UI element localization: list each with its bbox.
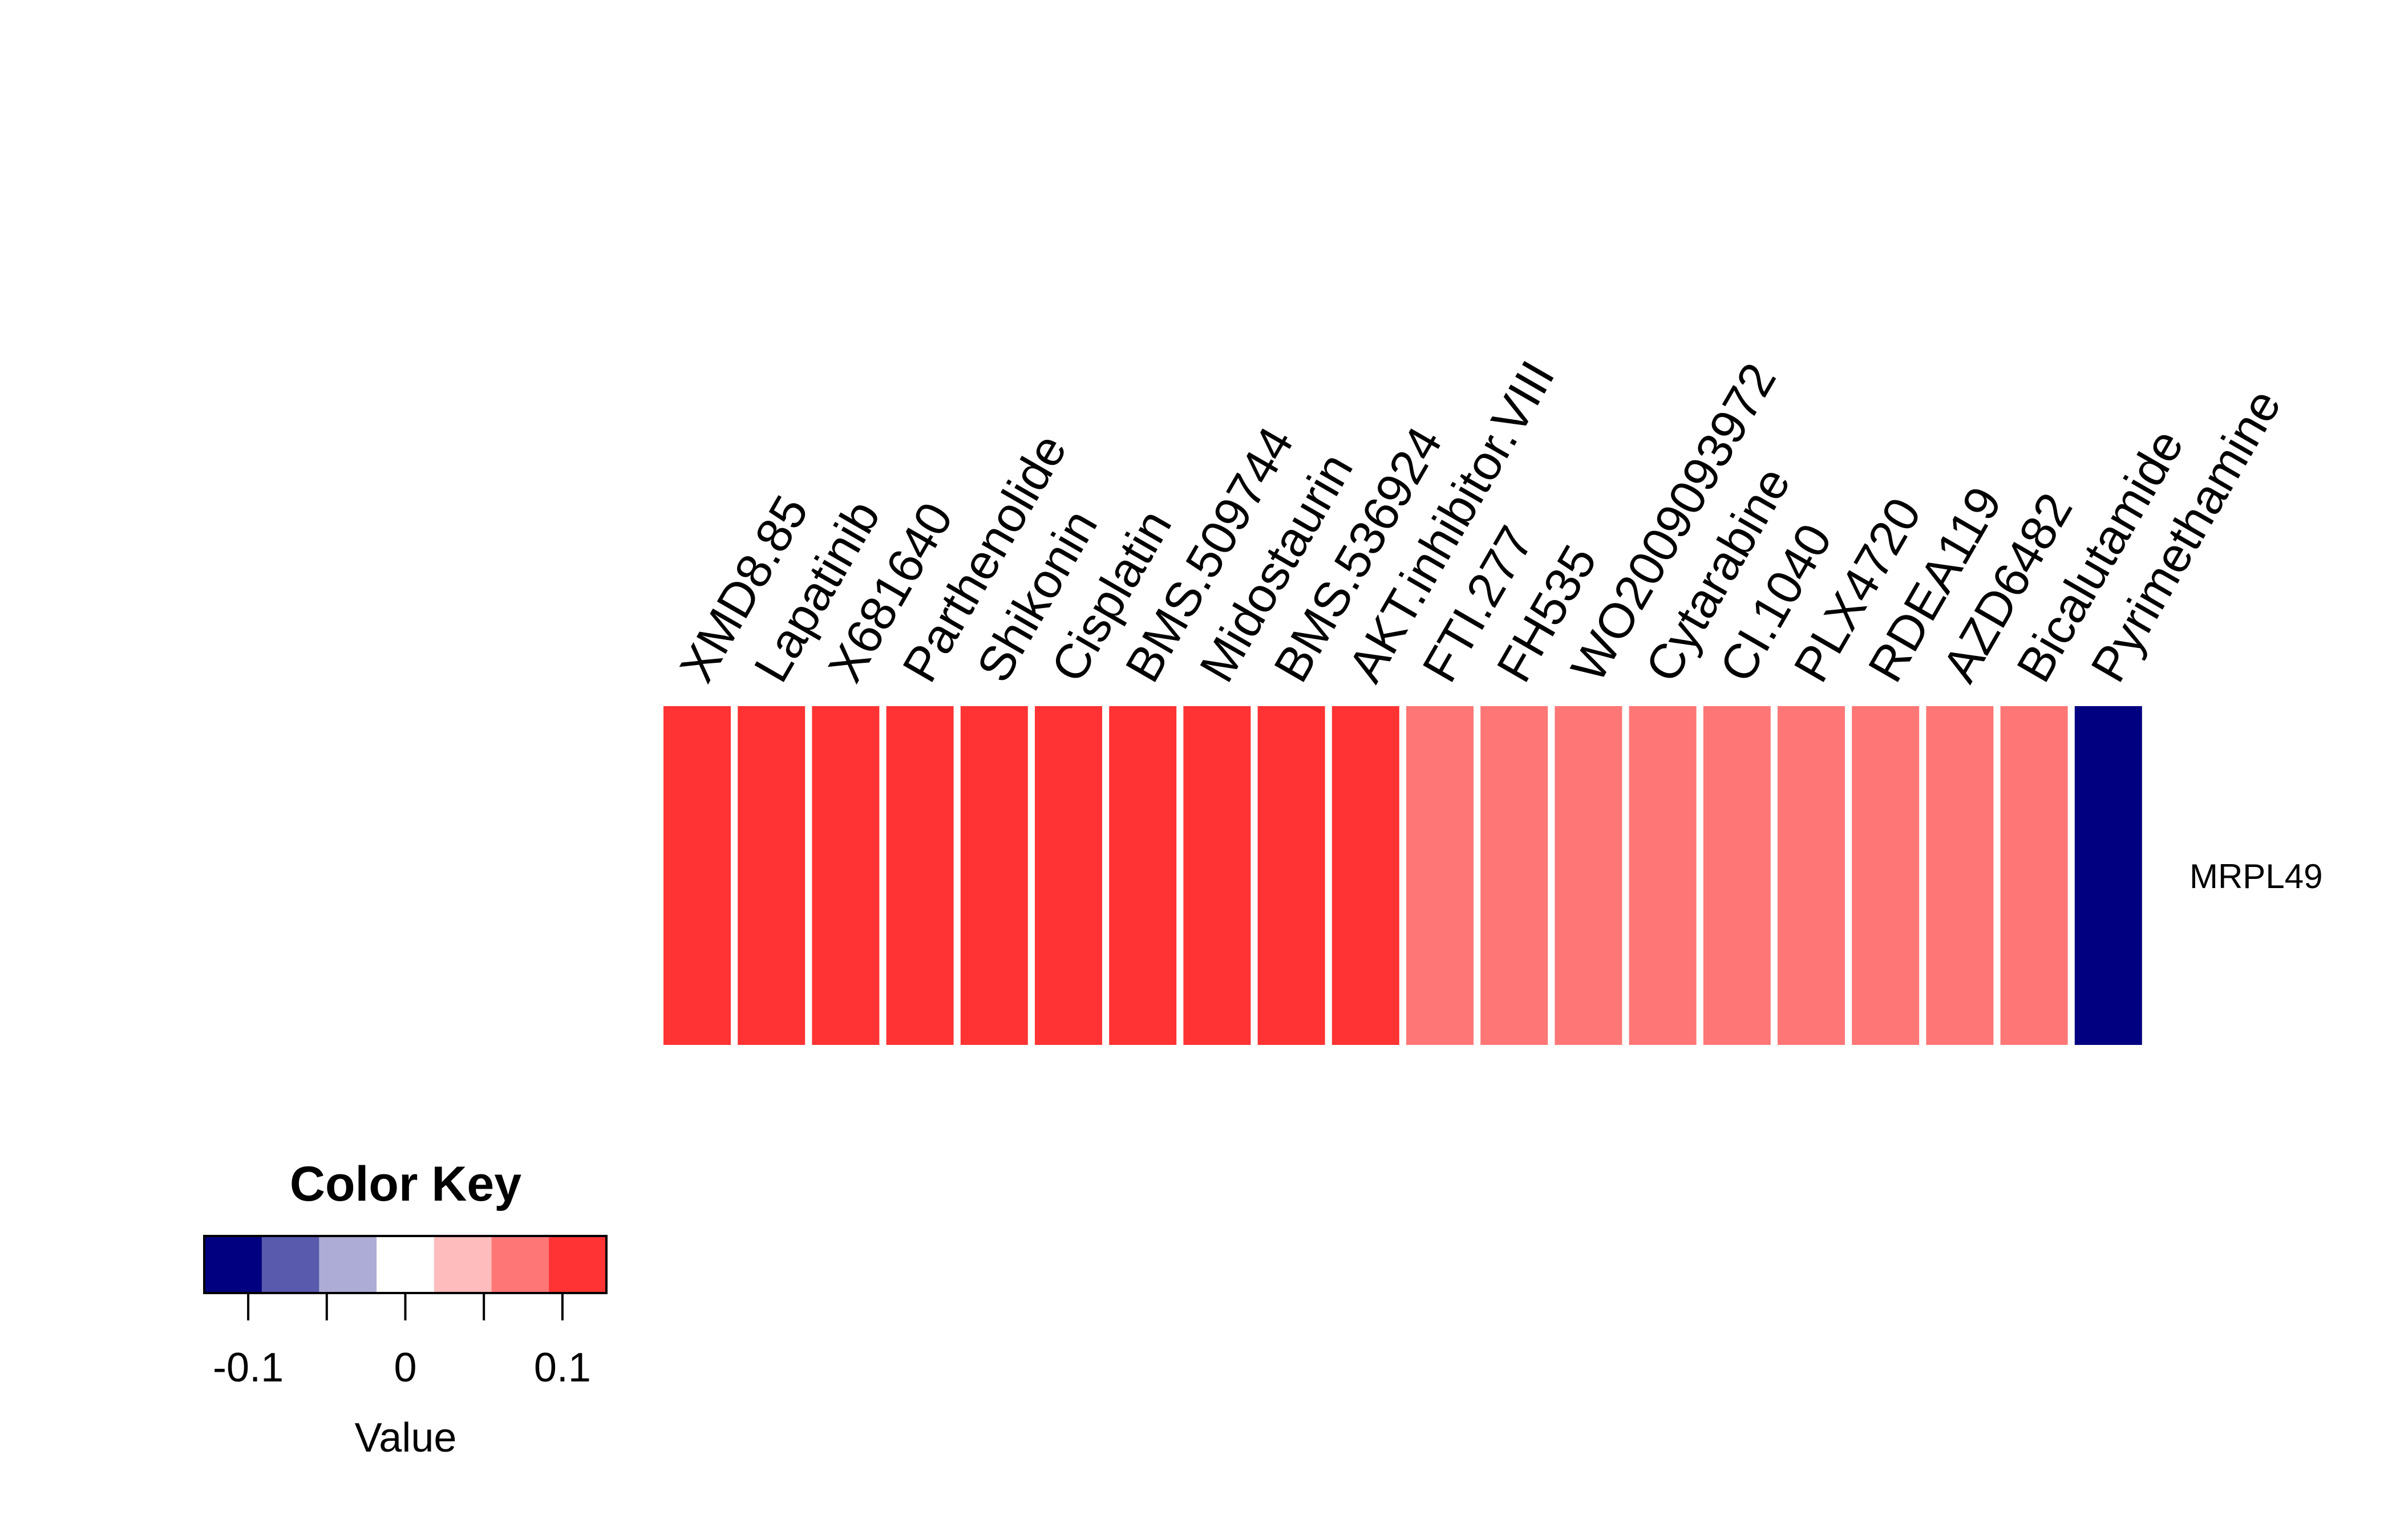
color-key-swatch	[319, 1236, 377, 1293]
color-key-swatch	[434, 1236, 492, 1293]
heatmap-cell-fh535	[1480, 706, 1548, 1045]
heatmap-cell-bms-536924	[1257, 706, 1325, 1045]
color-key-swatches	[204, 1236, 607, 1293]
heatmap-cell-akt-inhibitor-viii	[1331, 706, 1399, 1045]
color-key-swatch	[261, 1236, 319, 1293]
column-labels: XMD8.85LapatinibX681640ParthenolideShiko…	[669, 352, 2292, 691]
color-key-title: Color Key	[290, 1157, 521, 1211]
color-key-tick-label: 0.1	[534, 1345, 591, 1391]
heatmap-cell-cytarabine	[1629, 706, 1697, 1045]
color-key-swatch	[549, 1236, 607, 1293]
color-key-ticks: -0.1 0 0.1	[213, 1293, 591, 1391]
color-key-axis-label: Value	[355, 1415, 457, 1461]
heatmap-cell-azd6482	[1926, 706, 1994, 1045]
color-key-swatch	[377, 1236, 435, 1293]
heatmap-cell-midostaurin	[1183, 706, 1251, 1045]
heatmap-cell-plx4720	[1778, 706, 1845, 1045]
heatmap-cell-parthenolide	[886, 706, 954, 1045]
heatmap-cell-cisplatin	[1035, 706, 1102, 1045]
color-key-tick-label: -0.1	[213, 1345, 284, 1391]
heatmap-cell-xmd8-85	[663, 706, 731, 1045]
heatmap-cell-fti-277	[1406, 706, 1474, 1045]
color-key-swatch	[204, 1236, 262, 1293]
row-labels: MRPL49	[2189, 857, 2322, 895]
heatmap-cell-x681640	[812, 706, 880, 1045]
row-label-mrpl49: MRPL49	[2189, 857, 2322, 895]
heatmap-cell-bicalutamide	[2000, 706, 2068, 1045]
color-key-swatch	[491, 1236, 549, 1293]
heatmap-cell-bms-509744	[1109, 706, 1177, 1045]
heatmap-cell-ci-1040	[1703, 706, 1771, 1045]
heatmap-cell-wo2009093972	[1555, 706, 1622, 1045]
color-key: Color Key -0.1 0 0.1 Value	[203, 1157, 608, 1461]
heatmap-cell-shikonin	[960, 706, 1028, 1045]
heatmap-cell-lapatinib	[738, 706, 806, 1045]
color-key-tick-label: 0	[394, 1345, 416, 1391]
heatmap-cell-pyrimethamine	[2074, 706, 2142, 1045]
heatmap-cells	[663, 706, 2142, 1045]
heatmap-cell-rdea119	[1852, 706, 1920, 1045]
